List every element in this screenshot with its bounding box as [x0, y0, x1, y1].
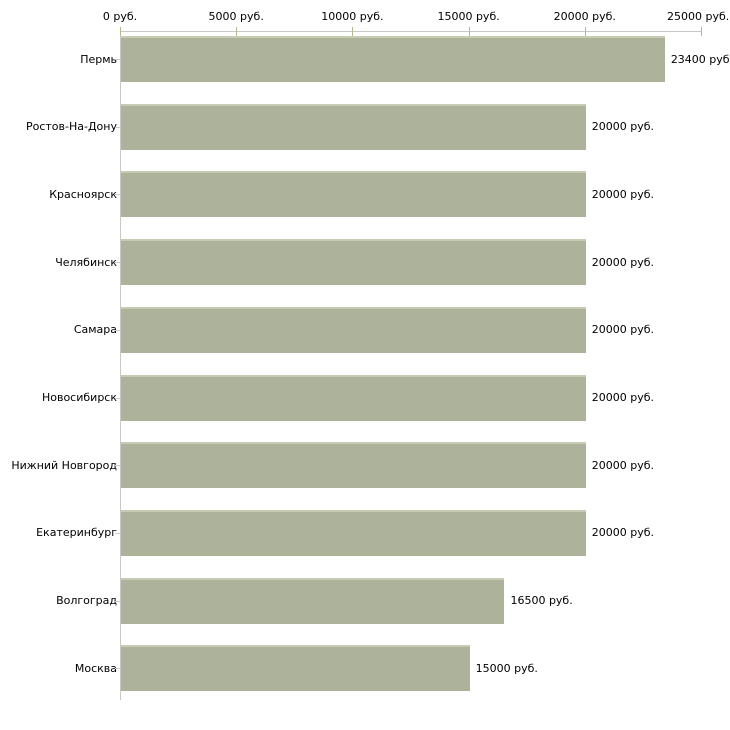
- bar-row: Москва 15000 руб.: [0, 645, 730, 692]
- bar-row: Волгоград 16500 руб.: [0, 577, 730, 624]
- bar-row: Екатеринбург 20000 руб.: [0, 509, 730, 556]
- value-label: 20000 руб.: [591, 526, 655, 540]
- category-tick: [115, 59, 120, 60]
- x-tick-mark: [468, 27, 470, 36]
- x-tick-label: 25000 руб.: [667, 10, 730, 23]
- value-label: 16500 руб.: [510, 594, 573, 608]
- x-tick-mark: [701, 27, 702, 36]
- value-label: 20000 руб.: [591, 255, 655, 269]
- value-label: 20000 руб.: [591, 323, 655, 337]
- bar-row: Пермь 23400 руб.: [0, 36, 730, 82]
- x-tick-mark: [120, 27, 121, 36]
- x-tick-mark: [584, 27, 586, 36]
- category-tick: [115, 668, 120, 670]
- bar: [121, 306, 586, 353]
- bar: [121, 577, 505, 624]
- category-tick: [115, 465, 120, 467]
- category-label: Самара: [73, 323, 117, 337]
- x-tick-label: 0 руб.: [102, 10, 138, 23]
- category-label: Москва: [74, 661, 117, 675]
- bar-row: Челябинск 20000 руб.: [0, 239, 730, 286]
- x-tick-mark: [236, 27, 238, 36]
- bar-row: Самара 20000 руб.: [0, 306, 730, 353]
- category-tick: [115, 194, 120, 196]
- x-tick-mark: [352, 27, 354, 36]
- x-tick-label: 10000 руб.: [321, 10, 384, 23]
- x-tick-label: 5000 руб.: [208, 10, 264, 23]
- bar: [121, 103, 586, 150]
- category-label: Новосибирск: [41, 391, 117, 404]
- value-label: 20000 руб.: [591, 187, 655, 201]
- category-label: Нижний Новгород: [11, 458, 117, 472]
- bar: [121, 645, 470, 692]
- bar: [121, 171, 586, 218]
- category-tick: [115, 262, 120, 264]
- value-label: 20000 руб.: [591, 120, 655, 134]
- category-label: Волгоград: [56, 594, 117, 608]
- category-tick: [115, 126, 120, 128]
- bar: [121, 509, 586, 556]
- bar: [121, 442, 586, 489]
- category-label: Ростов-На-Дону: [25, 120, 117, 134]
- category-label: Екатеринбург: [36, 526, 117, 540]
- category-tick: [115, 329, 120, 331]
- bar: [121, 36, 665, 82]
- category-tick: [115, 397, 120, 399]
- bar: [121, 374, 586, 421]
- x-tick-label: 15000 руб.: [437, 10, 500, 23]
- category-label: Пермь: [80, 52, 117, 66]
- y-axis-line: [120, 31, 121, 700]
- value-label: 15000 руб.: [475, 661, 538, 675]
- bar-row: Нижний Новгород 20000 руб.: [0, 442, 730, 489]
- value-label: 20000 руб.: [591, 458, 655, 472]
- value-label: 23400 руб.: [670, 52, 730, 66]
- bar-row: Красноярск 20000 руб.: [0, 171, 730, 218]
- category-tick: [115, 600, 120, 602]
- bar: [121, 239, 586, 286]
- value-label: 20000 руб.: [591, 391, 655, 404]
- category-label: Красноярск: [49, 187, 117, 201]
- x-axis-line: [120, 31, 701, 32]
- bar-row: Новосибирск 20000 руб.: [0, 374, 730, 421]
- x-tick-label: 20000 руб.: [553, 10, 616, 23]
- bar-row: Ростов-На-Дону 20000 руб.: [0, 103, 730, 150]
- category-tick: [115, 532, 120, 534]
- category-label: Челябинск: [55, 255, 117, 269]
